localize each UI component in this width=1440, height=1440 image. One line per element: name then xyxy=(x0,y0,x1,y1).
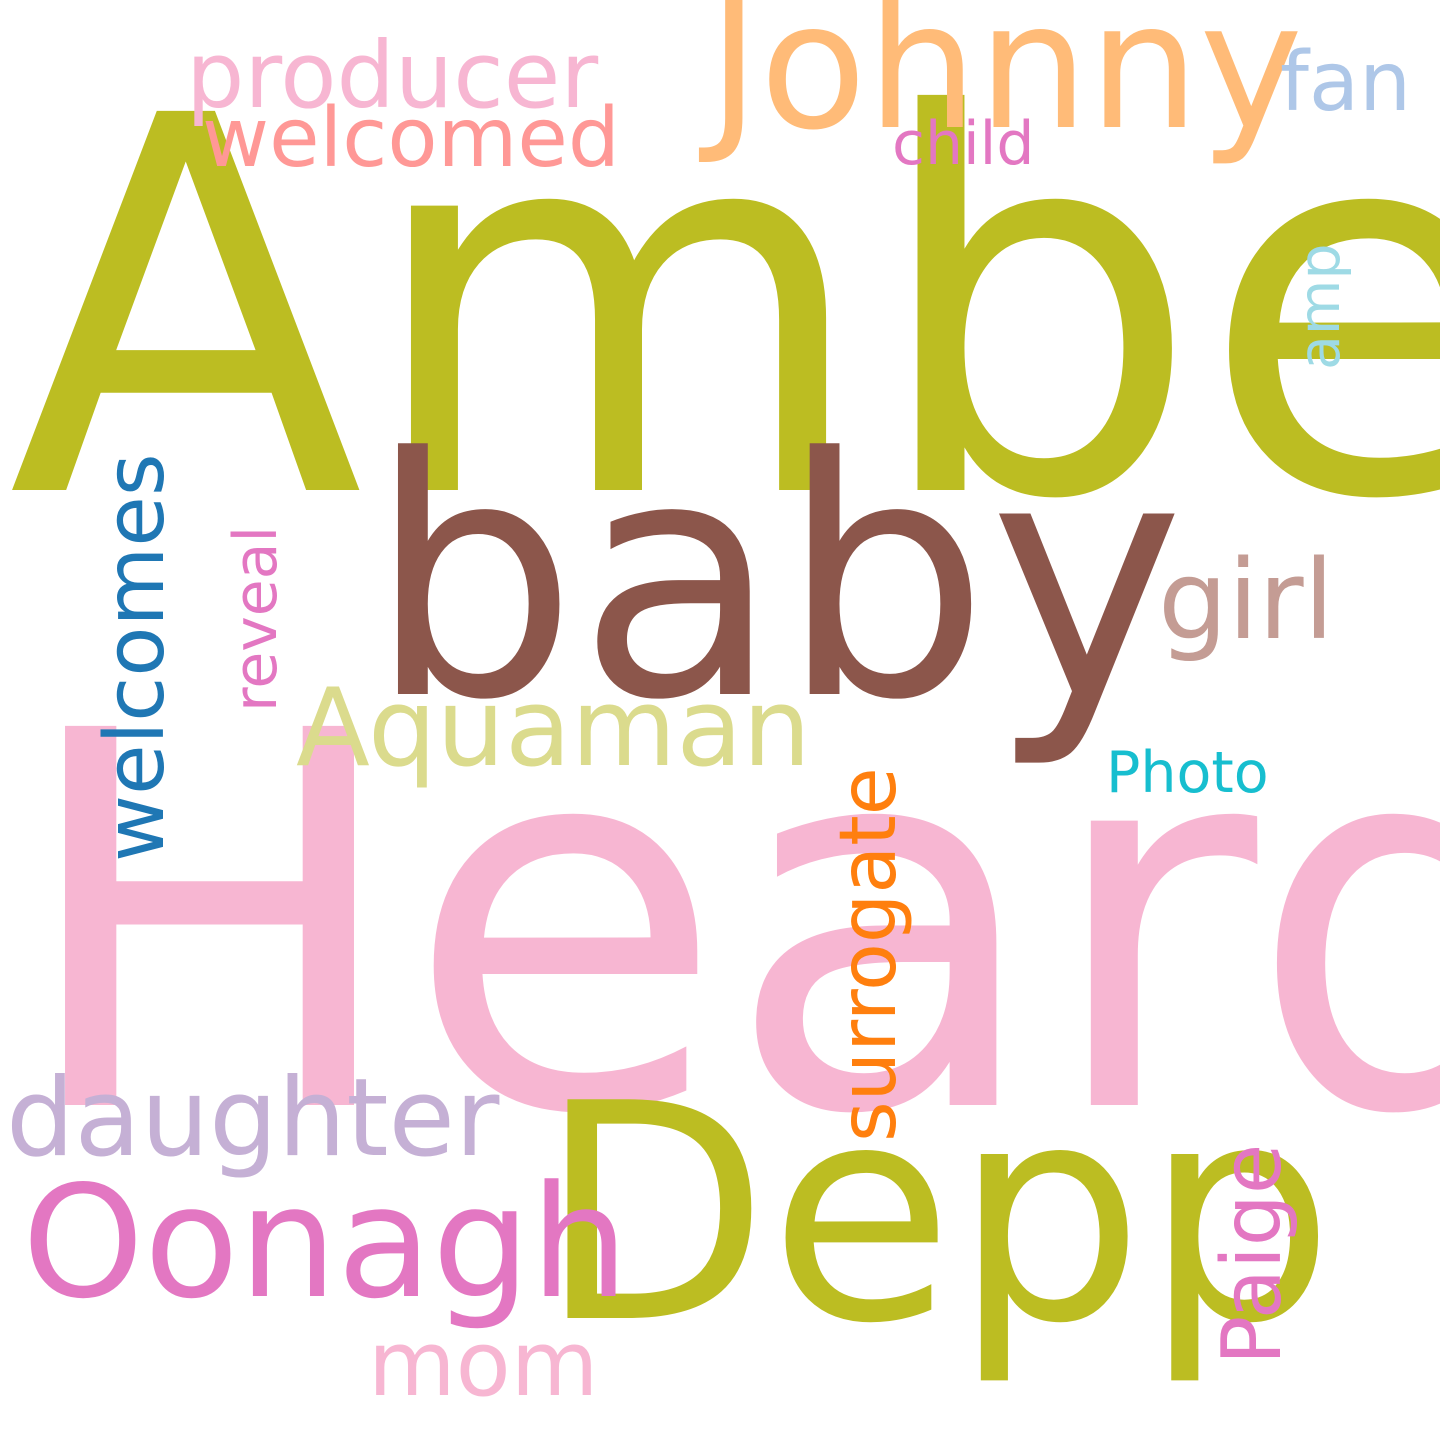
word-girl: girl xyxy=(1158,536,1335,664)
word-depp: Depp xyxy=(538,1040,1335,1389)
word-johnny: Johnny xyxy=(708,0,1303,169)
word-oonagh: Oonagh xyxy=(22,1152,629,1333)
word-welcomes: welcomes xyxy=(88,453,183,862)
word-amp: amp xyxy=(1287,243,1353,370)
word-welcomed: welcomed xyxy=(202,91,620,186)
word-baby: baby xyxy=(368,388,1185,772)
word-daughter: daughter xyxy=(6,1056,500,1181)
word-mom: mom xyxy=(368,1312,599,1417)
word-fan: fan xyxy=(1280,35,1412,130)
word-amber: Amber xyxy=(8,7,1440,613)
word-surrogate: surrogate xyxy=(824,767,914,1142)
word-photo: Photo xyxy=(1106,740,1269,806)
word-reveal: reveal xyxy=(221,525,291,712)
word-aquaman: Aquaman xyxy=(296,666,812,791)
word-child: child xyxy=(892,109,1035,179)
word-producer: producer xyxy=(186,22,599,129)
word-paige: Paige xyxy=(1205,1143,1300,1365)
word-heard: Heard xyxy=(14,622,1440,1228)
